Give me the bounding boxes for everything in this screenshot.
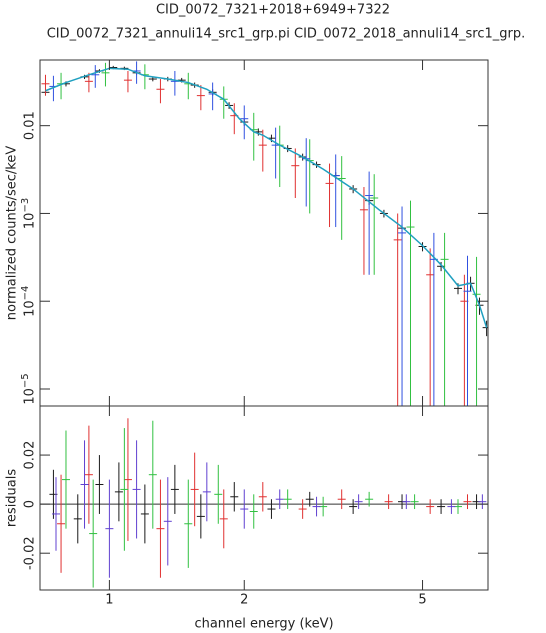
plot-frame xyxy=(39,59,489,407)
y-tick-label: 10−4 xyxy=(20,286,38,317)
y-tick-exponent: −4 xyxy=(20,286,31,301)
y-axis-label: residuals xyxy=(5,469,20,528)
plot-area xyxy=(41,61,488,406)
y-tick-label: 10−5 xyxy=(20,373,38,404)
y-tick-label: 0.01 xyxy=(23,111,38,140)
x-tick-label: 1 xyxy=(105,593,113,608)
x-axis-label: channel energy (keV) xyxy=(194,617,333,632)
y-axis-label: normalized counts/sec/keV xyxy=(5,146,20,321)
y-tick-label: 0.02 xyxy=(23,441,38,470)
y-tick-exponent: −5 xyxy=(20,373,31,388)
y-tick-label: 0 xyxy=(23,500,38,508)
y-tick-exponent: −3 xyxy=(20,198,31,213)
plot-area xyxy=(40,418,488,588)
plot-frame xyxy=(39,405,489,591)
chart-subtitle: CID_0072_7321_annuli14_src1_grp.pi CID_0… xyxy=(47,27,526,42)
y-tick-label: 10−3 xyxy=(20,198,38,229)
y-tick-label: -0.02 xyxy=(23,536,38,570)
chart-title: CID_0072_7321+2018+6949+7322 xyxy=(156,3,390,18)
x-tick-label: 2 xyxy=(240,593,248,608)
x-tick-label: 5 xyxy=(418,593,426,608)
model-line xyxy=(45,67,488,328)
